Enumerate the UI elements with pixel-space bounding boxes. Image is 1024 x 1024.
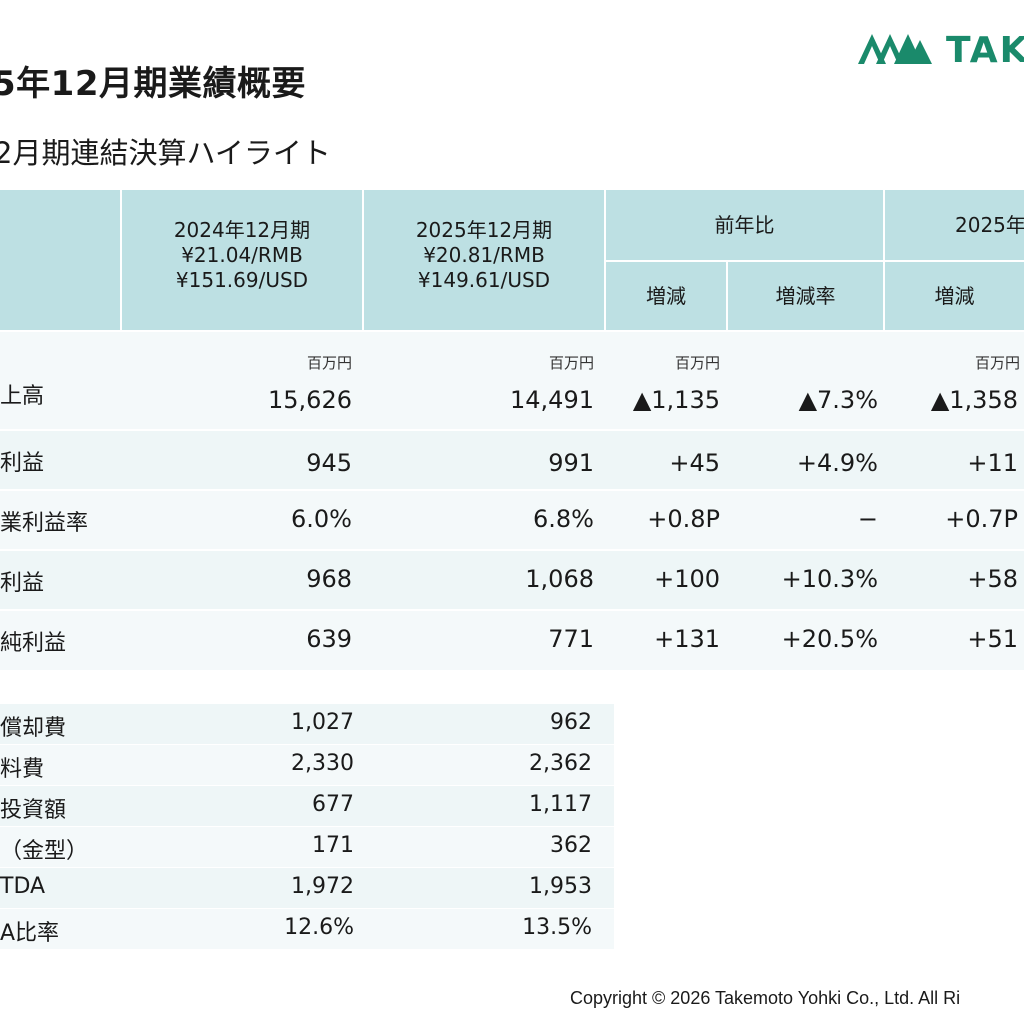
header-2025: 2025年12月期 ¥20.81/RMB ¥149.61/USD [364,218,604,293]
header-2025-rmb: ¥20.81/RMB [423,243,545,267]
cell-value: +0.7P [945,505,1018,533]
cell-value: 991 [548,449,594,477]
cell-value: +51 [967,625,1018,653]
header-2025b-change: 増減 [934,284,975,308]
row-label-ordinary-profit: 利益 [0,571,45,596]
unit-label: 百万円 [974,354,1020,372]
cell-value: 171 [312,833,354,858]
cell-value: 677 [312,792,354,817]
table-row [0,611,1024,670]
cell-value: 12.6% [284,915,354,940]
cell-value: +131 [654,625,720,653]
table-row [0,332,1024,429]
row-label-molds: （金型） [0,839,89,864]
header-2024-period: 2024年12月期 [173,218,311,242]
cell-value: +20.5% [781,625,878,653]
table-row [0,786,614,826]
cell-value: 962 [550,710,592,735]
row-label-ebitda: TDA [0,874,46,899]
header-yoy: 前年比 [714,213,775,237]
unit-label: 百万円 [548,354,594,372]
header-2024-usd: ¥151.69/USD [175,268,309,292]
unit-label: 百万円 [674,354,720,372]
header-2024-rmb: ¥21.04/RMB [181,243,303,267]
company-logo: TAK [858,30,1024,71]
cell-value: 6.0% [291,505,352,533]
cell-value: ▲7.3% [798,386,878,414]
row-label-sales: 上高 [0,384,45,409]
cell-value: 968 [306,565,352,593]
copyright-footer: Copyright © 2026 Takemoto Yohki Co., Ltd… [570,988,961,1008]
table-row [0,745,614,785]
cell-value: ▲1,135 [632,386,720,414]
cell-value: 6.8% [533,505,594,533]
cell-value: 1,027 [291,710,354,735]
header-yoy-change: 増減 [646,284,686,308]
table-row [0,827,614,867]
cell-value: 639 [306,625,352,653]
cell-value: 771 [548,625,594,653]
table-row [0,704,614,744]
cell-value: +10.3% [781,565,878,593]
cell-value: +4.9% [796,449,878,477]
page-title: 5年12月期業績概要 [0,64,306,104]
cell-value: 13.5% [522,915,592,940]
cell-value: 945 [306,449,352,477]
cell-value: 14,491 [510,386,594,414]
cell-value: +0.8P [647,505,720,533]
table-row [0,909,614,949]
cell-value: 362 [550,833,592,858]
row-label-ebitda-ratio: A比率 [0,921,60,946]
cell-value: − [857,505,878,533]
table-row [0,491,1024,549]
header-2024: 2024年12月期 ¥21.04/RMB ¥151.69/USD [122,218,362,293]
unit-label: 百万円 [306,354,352,372]
table-row [0,551,1024,609]
table-row [0,431,1024,489]
cell-value: 1,972 [291,874,354,899]
cell-value: +45 [669,449,720,477]
header-2025b: 2025年 [955,213,1024,237]
header-2025-usd: ¥149.61/USD [417,268,551,292]
row-label-material: 料費 [0,757,45,782]
table-row [0,868,614,908]
cell-value: +11 [967,449,1018,477]
cell-value: +100 [654,565,720,593]
cell-value: 1,068 [525,565,594,593]
section-subtitle: 2月期連結決算ハイライト [0,136,331,170]
row-label-capex: 投資額 [0,798,67,823]
header-2025-period: 2025年12月期 [415,218,553,242]
mountain-logo-icon [858,34,932,64]
logo-text: TAK [946,30,1024,71]
cell-value: 1,117 [529,792,592,817]
row-label-profit: 利益 [0,451,45,476]
row-label-net-profit: 純利益 [0,631,67,656]
cell-value: 2,330 [291,751,354,776]
cell-value: +58 [967,565,1018,593]
cell-value: 1,953 [529,874,592,899]
row-label-margin: 業利益率 [0,511,89,536]
header-yoy-rate: 増減率 [775,284,836,308]
row-label-depreciation: 償却費 [0,716,67,741]
cell-value: 2,362 [529,751,592,776]
cell-value: 15,626 [268,386,352,414]
cell-value: ▲1,358 [930,386,1018,414]
